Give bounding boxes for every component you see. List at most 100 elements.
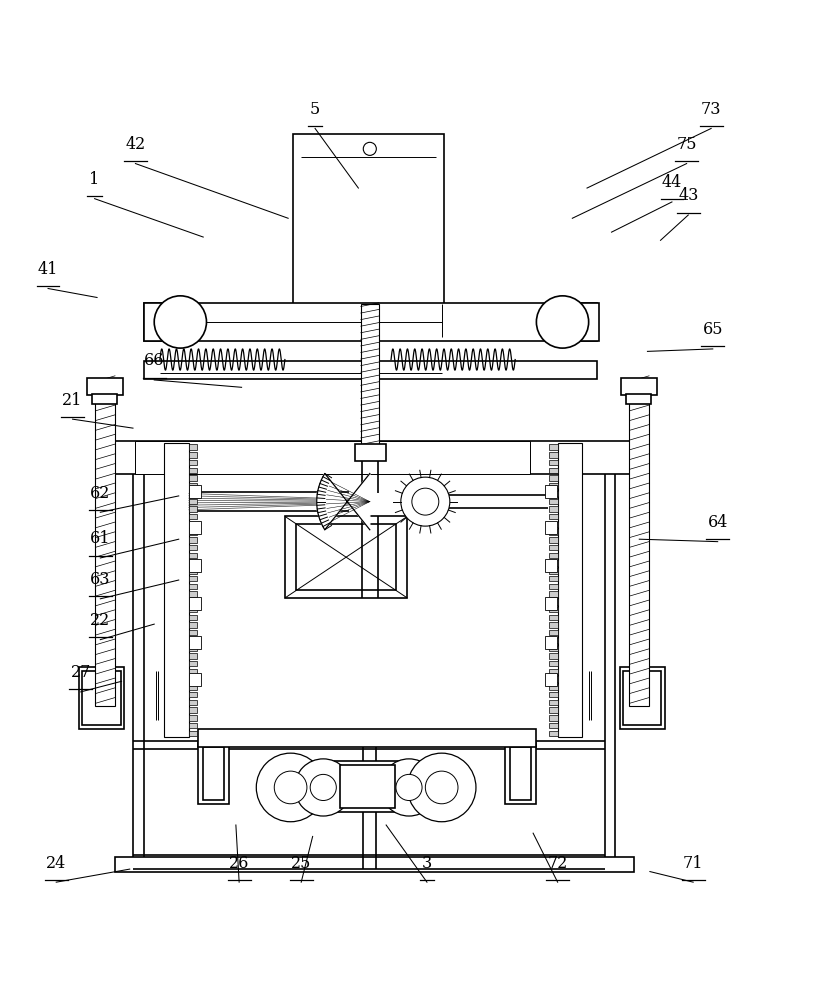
Bar: [188, 537, 197, 543]
Bar: [549, 622, 558, 628]
Text: 43: 43: [678, 187, 699, 204]
Bar: [293, 134, 444, 306]
Bar: [144, 303, 597, 341]
Bar: [549, 653, 558, 659]
Bar: [549, 607, 558, 612]
Bar: [549, 468, 558, 473]
Text: 71: 71: [683, 855, 703, 872]
Bar: [549, 529, 558, 535]
Bar: [549, 444, 558, 450]
Text: 65: 65: [703, 321, 723, 338]
Bar: [198, 729, 537, 747]
Bar: [549, 715, 558, 721]
Bar: [285, 516, 407, 598]
Bar: [115, 857, 634, 872]
Circle shape: [274, 771, 307, 804]
Bar: [549, 700, 558, 705]
Bar: [549, 491, 558, 496]
Circle shape: [396, 774, 422, 801]
Bar: [549, 560, 558, 566]
Bar: [549, 630, 558, 635]
Circle shape: [411, 488, 438, 515]
Bar: [188, 676, 197, 682]
Bar: [188, 661, 197, 666]
Bar: [92, 394, 117, 404]
Text: 75: 75: [676, 136, 697, 153]
Polygon shape: [317, 474, 370, 530]
Text: 22: 22: [90, 612, 110, 629]
Bar: [435, 775, 448, 799]
Bar: [188, 483, 197, 488]
Bar: [189, 673, 200, 686]
Bar: [549, 499, 558, 504]
Bar: [188, 545, 197, 550]
Bar: [339, 765, 395, 808]
Bar: [549, 638, 558, 643]
Bar: [188, 444, 197, 450]
Bar: [546, 636, 557, 649]
Bar: [549, 537, 558, 543]
Bar: [188, 630, 197, 635]
Bar: [549, 669, 558, 674]
Bar: [189, 485, 200, 498]
Bar: [188, 499, 197, 504]
Bar: [115, 441, 634, 474]
Bar: [549, 460, 558, 465]
Bar: [188, 506, 197, 512]
Bar: [404, 777, 414, 797]
Bar: [623, 671, 661, 725]
Bar: [549, 646, 558, 651]
Text: 73: 73: [701, 101, 721, 118]
Bar: [198, 743, 229, 804]
Bar: [549, 684, 558, 690]
Bar: [88, 378, 124, 395]
Bar: [627, 394, 650, 404]
Text: 26: 26: [229, 855, 249, 872]
Bar: [188, 638, 197, 643]
Bar: [558, 443, 582, 737]
Text: 44: 44: [662, 174, 682, 191]
Circle shape: [537, 296, 589, 348]
Text: 42: 42: [125, 136, 146, 153]
Bar: [549, 591, 558, 597]
Bar: [164, 443, 188, 737]
Bar: [549, 545, 558, 550]
Bar: [189, 521, 200, 534]
Bar: [188, 475, 197, 481]
Bar: [188, 715, 197, 721]
Bar: [189, 636, 200, 649]
Bar: [188, 460, 197, 465]
Circle shape: [401, 477, 450, 526]
Bar: [549, 475, 558, 481]
Circle shape: [363, 142, 376, 155]
Bar: [549, 514, 558, 519]
Bar: [549, 723, 558, 728]
Bar: [96, 379, 115, 706]
Text: 27: 27: [70, 664, 91, 681]
Text: 25: 25: [291, 855, 312, 872]
Bar: [188, 622, 197, 628]
Bar: [546, 521, 557, 534]
Bar: [188, 514, 197, 519]
Text: 3: 3: [422, 855, 432, 872]
Bar: [203, 747, 224, 800]
Bar: [189, 559, 200, 572]
Bar: [188, 468, 197, 473]
Bar: [188, 452, 197, 458]
Bar: [188, 584, 197, 589]
Bar: [549, 676, 558, 682]
Text: 21: 21: [62, 392, 83, 409]
Bar: [630, 379, 649, 706]
Bar: [188, 653, 197, 659]
Bar: [318, 777, 329, 797]
Circle shape: [155, 296, 206, 348]
Bar: [144, 303, 188, 341]
Bar: [355, 444, 386, 461]
Bar: [549, 615, 558, 620]
Bar: [549, 522, 558, 527]
Bar: [546, 559, 557, 572]
Bar: [546, 485, 557, 498]
Text: 24: 24: [46, 855, 66, 872]
Bar: [188, 615, 197, 620]
Bar: [144, 361, 597, 379]
